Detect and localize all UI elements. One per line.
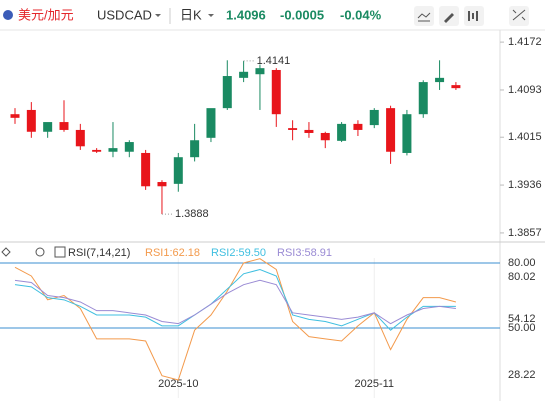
y-tick-label: 80.00 xyxy=(508,257,536,269)
header: 美元/加元 USDCAD 日K 1.4096 -0.0005 -0.04% xyxy=(0,6,545,31)
candle-body xyxy=(451,85,461,89)
candle-body xyxy=(59,122,69,130)
y-tick-label: 50.00 xyxy=(508,322,536,334)
y-tick-label: 1.3857 xyxy=(508,227,542,239)
icon[interactable] xyxy=(35,247,45,257)
icon[interactable] xyxy=(54,246,66,258)
x-tick-label: 2025-10 xyxy=(158,378,198,390)
candle-body xyxy=(255,68,265,75)
candle-body xyxy=(337,123,347,141)
period[interactable]: 日K xyxy=(180,7,202,22)
candle-body xyxy=(108,148,118,152)
annotation: 1.3888 xyxy=(175,208,209,220)
candle-body xyxy=(26,109,36,132)
rsi-line xyxy=(14,258,457,381)
dropdown[interactable] xyxy=(155,14,161,17)
rsi-line xyxy=(14,279,456,325)
candle-body xyxy=(206,108,216,138)
icon xyxy=(444,13,454,23)
legend-entry: RSI1:62.18 xyxy=(145,247,200,259)
rsi-header: RSI(7,14,21) xyxy=(1,246,130,259)
symbol[interactable]: USDCAD xyxy=(97,7,152,22)
candle-body xyxy=(43,122,53,132)
candle-body xyxy=(369,109,379,126)
candle-body xyxy=(75,129,85,147)
candle-body xyxy=(173,157,183,184)
icon[interactable] xyxy=(1,247,11,257)
candle-body xyxy=(304,129,314,133)
indicator-title: RSI(7,14,21) xyxy=(68,247,130,259)
icon xyxy=(468,11,478,21)
candle-body xyxy=(418,82,428,115)
candle-body xyxy=(435,77,445,83)
candle-body xyxy=(239,71,249,78)
candle-body xyxy=(386,108,396,152)
legend-entry: RSI2:59.50 xyxy=(211,247,266,259)
dropdown[interactable] xyxy=(208,14,214,17)
icon xyxy=(417,12,431,22)
candle-body xyxy=(141,152,151,187)
candle-body xyxy=(124,142,134,152)
candle-body xyxy=(288,128,298,130)
candle-body xyxy=(190,140,200,158)
candle-body xyxy=(402,114,412,153)
candle-body xyxy=(271,69,281,115)
candle-body xyxy=(353,123,363,130)
pair-name[interactable]: 美元/加元 xyxy=(18,7,74,22)
y-tick-label: 1.4015 xyxy=(508,131,542,143)
y-tick-label: 1.4093 xyxy=(508,84,542,96)
y-tick-label: 1.3936 xyxy=(508,179,542,191)
candle-body xyxy=(92,149,102,152)
flag-icon xyxy=(3,10,13,20)
y-tick-label: 1.4172 xyxy=(508,36,542,48)
y-extra-label: 80.02 xyxy=(508,271,536,283)
change: -0.0005 xyxy=(280,7,324,22)
candle-body xyxy=(157,182,167,187)
tool-button[interactable] xyxy=(509,6,529,26)
legend-entry: RSI3:58.91 xyxy=(277,247,332,259)
annotation: 1.4141 xyxy=(257,55,291,67)
candle-body xyxy=(222,76,232,109)
y-tick-label: 54.12 xyxy=(508,313,536,325)
rsi-line xyxy=(14,268,456,331)
percent: -0.04% xyxy=(340,7,382,22)
y-tick-label: 28.22 xyxy=(508,369,536,381)
candle-body xyxy=(320,132,330,141)
x-tick-label: 2025-11 xyxy=(354,378,394,390)
price: 1.4096 xyxy=(226,7,266,22)
icon xyxy=(512,9,526,21)
candle-body xyxy=(10,114,20,118)
